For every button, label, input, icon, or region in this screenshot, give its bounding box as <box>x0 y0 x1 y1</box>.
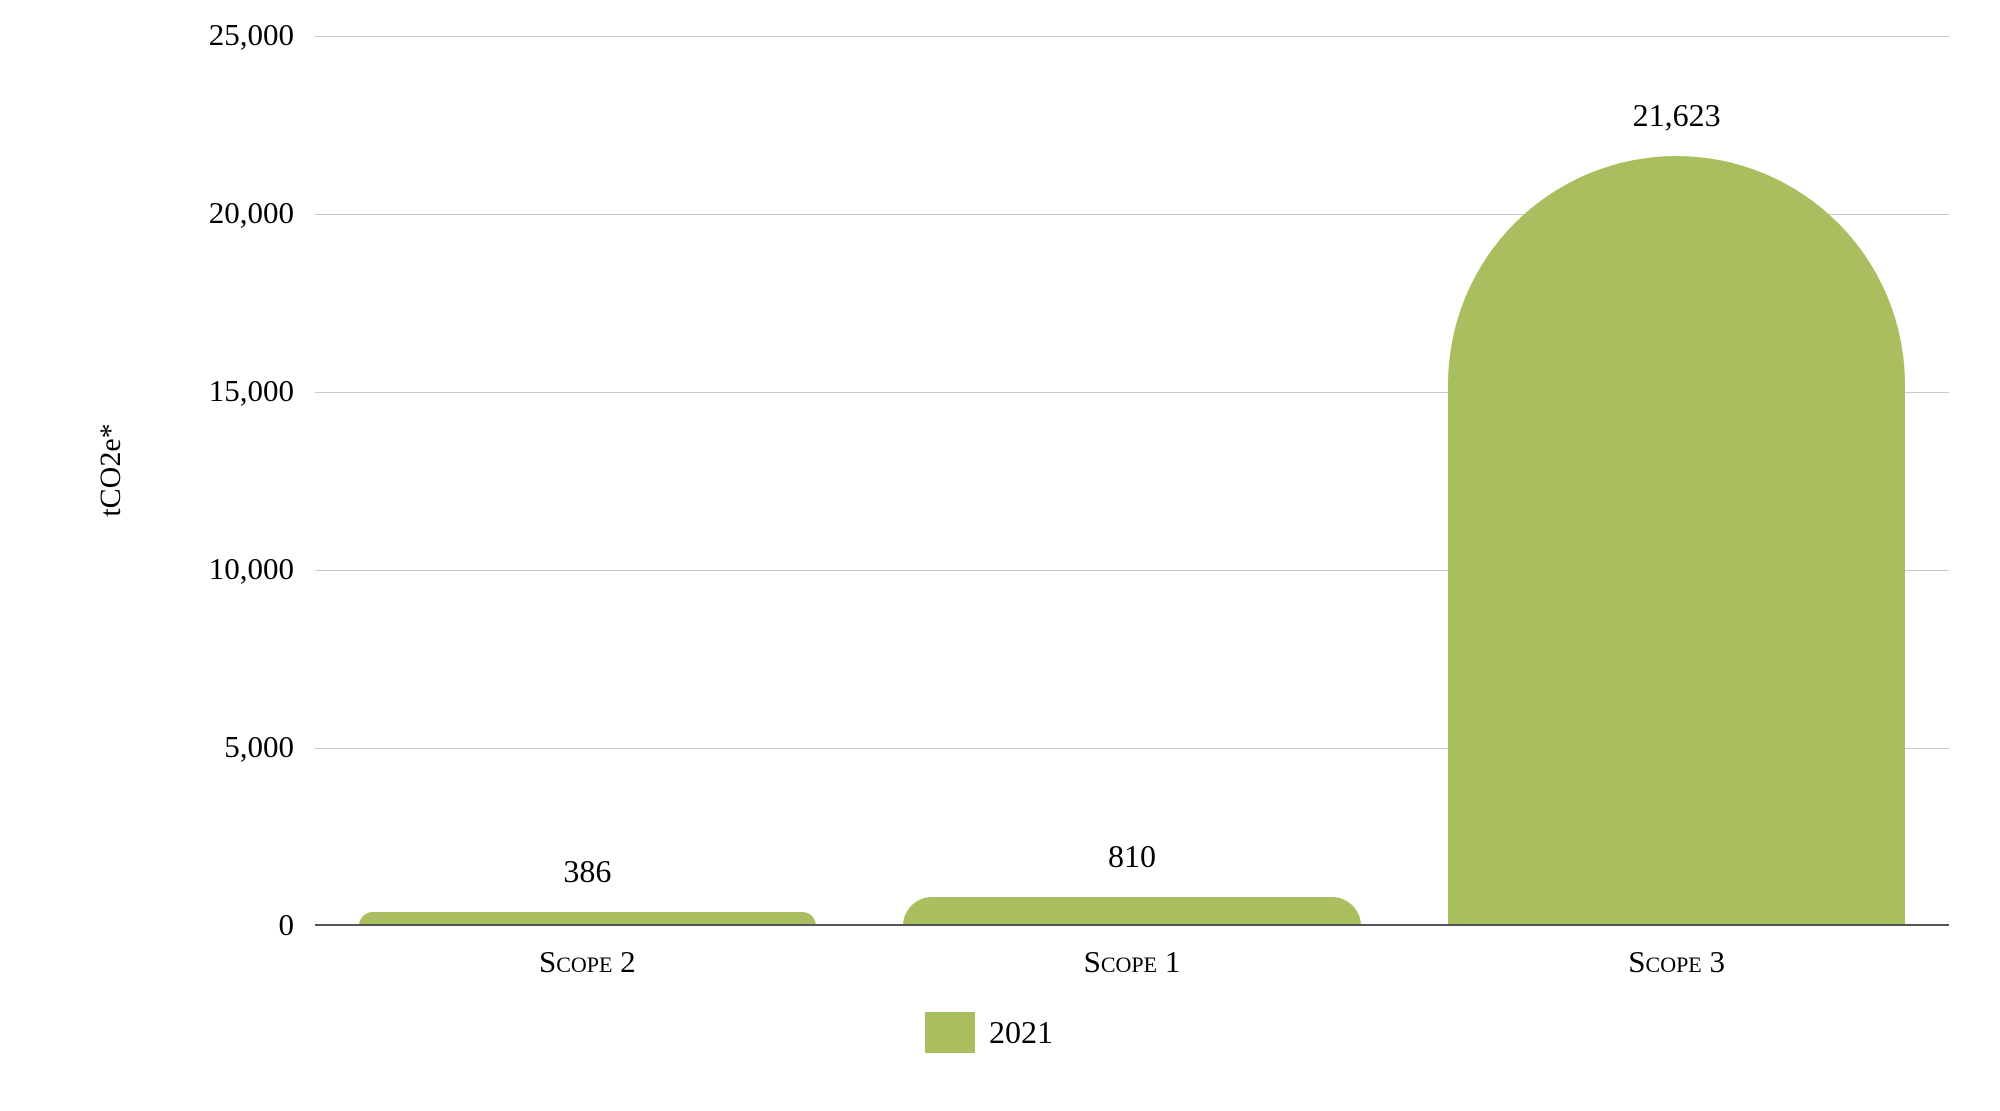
legend-swatch <box>925 1012 975 1053</box>
plot-area: 386Scope 2810Scope 121,623Scope 3 <box>315 36 1949 926</box>
y-tick-label: 10,000 <box>209 551 294 587</box>
bar-value-label: 810 <box>1108 838 1156 875</box>
bar: 21,623 <box>1448 156 1906 926</box>
bar-slot: 21,623Scope 3 <box>1404 36 1949 926</box>
bar-value-label: 386 <box>563 853 611 890</box>
legend-label: 2021 <box>989 1014 1053 1051</box>
y-tick-label: 25,000 <box>209 17 294 53</box>
bar-slot: 810Scope 1 <box>860 36 1405 926</box>
bar-slot: 386Scope 2 <box>315 36 860 926</box>
x-tick-label: Scope 2 <box>539 944 636 980</box>
x-tick-label: Scope 1 <box>1084 944 1181 980</box>
y-tick-label: 0 <box>279 907 295 943</box>
bar: 810 <box>903 897 1361 926</box>
x-axis-line <box>315 924 1949 926</box>
legend: 2021 <box>925 1012 1053 1053</box>
bars: 386Scope 2810Scope 121,623Scope 3 <box>315 36 1949 926</box>
y-tick-label: 15,000 <box>209 373 294 409</box>
y-tick-label: 5,000 <box>224 729 294 765</box>
y-axis-label: tCO2e* <box>94 423 128 516</box>
emissions-bar-chart: tCO2e* 0 5,000 10,000 15,000 20,000 25,000 38… <box>0 0 2000 1111</box>
y-tick-label: 20,000 <box>209 195 294 231</box>
bar-value-label: 21,623 <box>1633 97 1721 134</box>
x-tick-label: Scope 3 <box>1628 944 1725 980</box>
